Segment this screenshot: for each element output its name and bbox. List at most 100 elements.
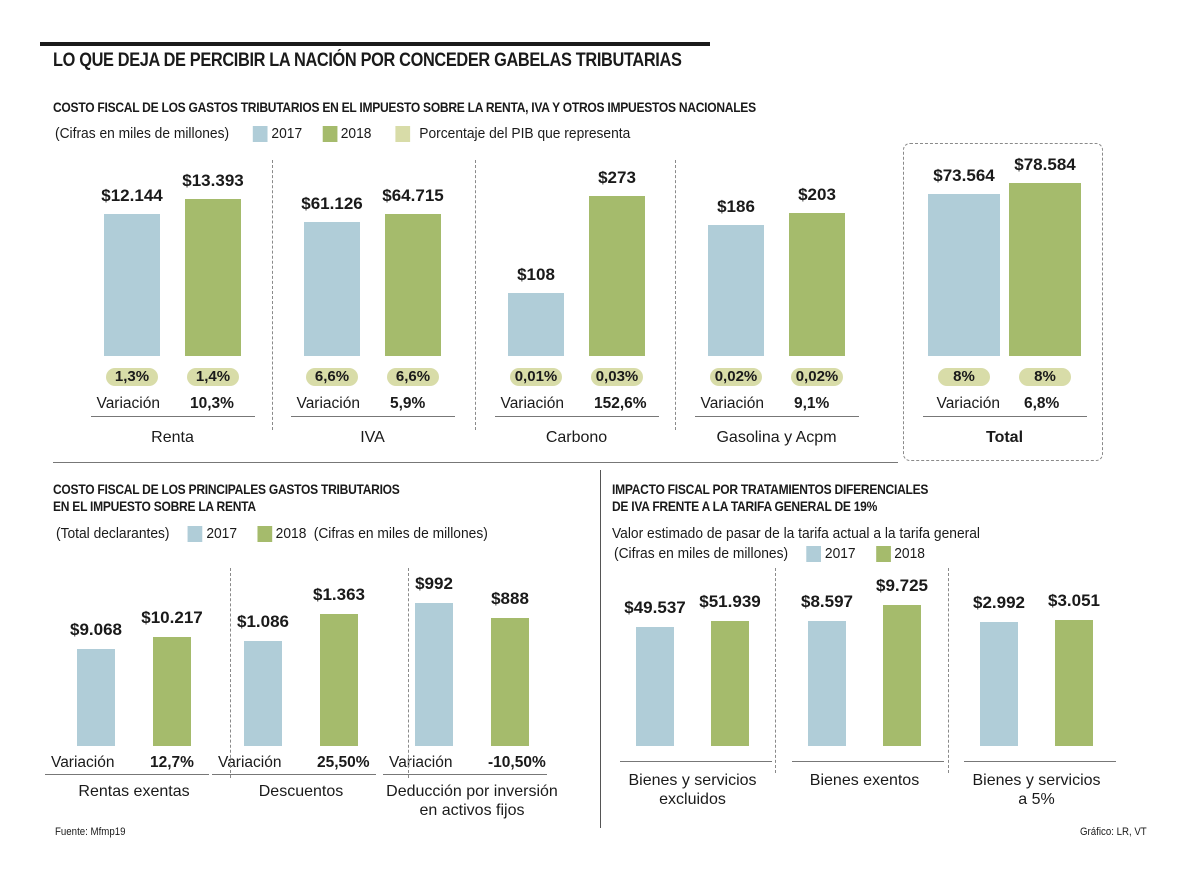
section2-title-line2: EN EL IMPUESTO SOBRE LA RENTA — [53, 498, 256, 514]
bar-deduccion-por-inversion-en-activos-fijos-2017 — [415, 603, 453, 746]
value-label-gasolina-y-acpm-2017: $186 — [717, 197, 755, 216]
legend-label-2017: 2017 — [824, 545, 856, 562]
category-label-rentas-exentas: Rentas exentas — [78, 783, 190, 800]
legend-swatch-2018 — [322, 125, 338, 142]
section3-title-line1: IMPACTO FISCAL POR TRATAMIENTOS DIFERENC… — [612, 481, 929, 497]
legend-prefix: (Total declarantes) — [56, 525, 170, 542]
credit-note: Gráfico: LR, VT — [1080, 826, 1147, 838]
bar-renta-2017 — [104, 214, 160, 356]
legend-label-2018: 2018 — [275, 525, 307, 542]
section1-title: COSTO FISCAL DE LOS GASTOS TRIBUTARIOS E… — [53, 99, 756, 115]
value-label-renta-2017: $12.144 — [101, 186, 163, 205]
value-label-carbono-2018: $273 — [598, 168, 636, 187]
bar-rentas-exentas-2018 — [153, 637, 191, 746]
bar-carbono-2018 — [589, 196, 645, 356]
section-divider-vertical — [600, 470, 601, 828]
bar-renta-2018 — [185, 199, 241, 356]
value-label-total-2017: $73.564 — [933, 166, 995, 185]
panel-divider — [475, 160, 476, 430]
variation-value-carbono: 152,6% — [594, 395, 647, 412]
category-underline-rentas-exentas — [45, 774, 209, 775]
value-label-bienes-y-servicios-a-5-2017: $2.992 — [973, 593, 1025, 612]
category-underline-gasolina-y-acpm — [694, 416, 859, 417]
category-underline-carbono — [494, 416, 659, 417]
bar-total-2018 — [1009, 183, 1081, 356]
category-label-gasolina-y-acpm: Gasolina y Acpm — [716, 429, 837, 446]
panel-divider — [675, 160, 676, 430]
pib-badge-iva-2017: 6,6% — [306, 368, 358, 386]
bar-bienes-exentos-2017 — [808, 621, 846, 746]
top-rule — [40, 42, 710, 46]
bar-bienes-y-servicios-a-5-2018 — [1055, 620, 1093, 746]
legend-label-2018: 2018 — [894, 545, 925, 562]
value-label-bienes-exentos-2017: $8.597 — [801, 592, 853, 611]
category-label-deduccion-por-inversion-en-activos-fijos: Deducción por inversión — [386, 783, 558, 800]
total-highlight-box — [903, 143, 1103, 461]
pib-badge-gasolina-y-acpm-2018: 0,02% — [791, 368, 843, 386]
variation-value-iva: 5,9% — [390, 395, 426, 412]
legend-label-2018: 2018 — [340, 125, 372, 142]
pib-badge-total-2018: 8% — [1019, 368, 1071, 386]
variation-value-rentas-exentas: 12,7% — [150, 754, 194, 771]
legend-swatch-2018 — [257, 525, 272, 542]
legend-swatch-pib — [395, 125, 411, 142]
category-underline-iva — [290, 416, 455, 417]
pib-badge-total-2017: 8% — [938, 368, 990, 386]
section2-legend: (Total declarantes) 2017 2018 (Cifras en… — [56, 525, 488, 542]
category-underline-bienes-y-servicios-excluidos — [619, 761, 772, 762]
value-label-deduccion-por-inversion-en-activos-fijos-2018: $888 — [491, 589, 529, 608]
bar-deduccion-por-inversion-en-activos-fijos-2018 — [491, 618, 529, 746]
variation-value-descuentos: 25,50% — [317, 754, 370, 771]
legend-swatch-2017 — [187, 525, 203, 542]
legend-label-2017: 2017 — [271, 125, 303, 142]
value-label-bienes-y-servicios-a-5-2018: $3.051 — [1048, 591, 1100, 610]
panel-divider — [408, 568, 409, 778]
panel-divider — [775, 568, 776, 773]
variation-label-renta: Variación — [96, 395, 160, 412]
pib-badge-carbono-2018: 0,03% — [591, 368, 643, 386]
category-label-bienes-y-servicios-a-5: Bienes y servicios — [972, 772, 1101, 789]
value-label-iva-2017: $61.126 — [301, 194, 363, 213]
pib-badge-renta-2017: 1,3% — [106, 368, 158, 386]
legend-label-pib: Porcentaje del PIB que representa — [419, 125, 631, 142]
category-underline-bienes-y-servicios-a-5 — [963, 761, 1116, 762]
variation-label-deduccion-por-inversion-en-activos-fijos: Variación — [389, 754, 453, 771]
pib-badge-renta-2018: 1,4% — [187, 368, 239, 386]
category-underline-renta — [90, 416, 255, 417]
section3-legend: (Cifras en miles de millones) 2017 2018 — [614, 545, 925, 562]
category-label-bienes-exentos: Bienes exentos — [809, 772, 920, 789]
variation-label-iva: Variación — [296, 395, 360, 412]
category-label-bienes-y-servicios-a-5: a 5% — [1018, 791, 1055, 808]
legend-swatch-2018 — [875, 545, 891, 562]
section-divider-horizontal — [53, 462, 898, 463]
panel-divider — [948, 568, 949, 773]
bar-carbono-2017 — [508, 293, 564, 356]
variation-value-renta: 10,3% — [190, 395, 234, 412]
value-label-descuentos-2017: $1.086 — [237, 612, 289, 631]
variation-label-rentas-exentas: Variación — [51, 754, 115, 771]
value-label-iva-2018: $64.715 — [382, 186, 444, 205]
bar-gasolina-y-acpm-2018 — [789, 213, 845, 356]
variation-label-total: Variación — [936, 395, 1000, 412]
category-underline-deduccion-por-inversion-en-activos-fijos — [383, 774, 547, 775]
bar-total-2017 — [928, 194, 1000, 356]
pib-badge-iva-2018: 6,6% — [387, 368, 439, 386]
legend-label-2017: 2017 — [206, 525, 238, 542]
category-underline-total — [922, 416, 1087, 417]
value-label-bienes-y-servicios-excluidos-2018: $51.939 — [699, 592, 761, 611]
pib-badge-carbono-2017: 0,01% — [510, 368, 562, 386]
legend-units: (Cifras en miles de millones) — [614, 545, 789, 562]
value-label-bienes-y-servicios-excluidos-2017: $49.537 — [624, 598, 686, 617]
bar-bienes-exentos-2018 — [883, 605, 921, 746]
value-label-rentas-exentas-2018: $10.217 — [141, 608, 203, 627]
main-title: LO QUE DEJA DE PERCIBIR LA NACIÓN POR CO… — [53, 50, 682, 71]
bar-bienes-y-servicios-excluidos-2018 — [711, 621, 749, 746]
variation-label-gasolina-y-acpm: Variación — [700, 395, 764, 412]
bar-bienes-y-servicios-a-5-2017 — [980, 622, 1018, 746]
value-label-gasolina-y-acpm-2018: $203 — [798, 185, 836, 204]
value-label-bienes-exentos-2018: $9.725 — [876, 576, 928, 595]
category-underline-bienes-exentos — [791, 761, 944, 762]
bar-iva-2017 — [304, 222, 360, 356]
value-label-total-2018: $78.584 — [1014, 155, 1076, 174]
section1-legend: (Cifras en miles de millones) 2017 2018 … — [55, 125, 630, 142]
